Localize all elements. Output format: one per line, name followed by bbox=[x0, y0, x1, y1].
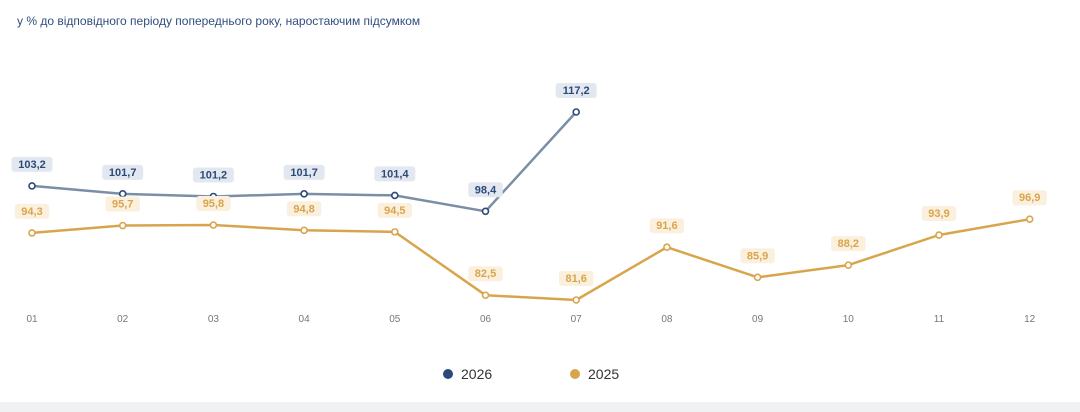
data-label-bg-2025-08 bbox=[649, 218, 685, 234]
legend-marker-2026 bbox=[443, 369, 453, 379]
data-label-bg-2025-02 bbox=[105, 196, 140, 212]
series-line-2025 bbox=[30, 217, 1031, 302]
data-label-2025-04: 94,8 bbox=[293, 203, 314, 215]
x-tick-label-05: 05 bbox=[389, 314, 401, 325]
data-point-2026-01 bbox=[28, 182, 36, 190]
data-label-2026-03: 101,2 bbox=[200, 170, 228, 182]
x-tick-label-03: 03 bbox=[208, 314, 220, 325]
x-tick-label-09: 09 bbox=[752, 314, 764, 325]
legend-marker-2025 bbox=[570, 369, 580, 379]
legend-item-2026[interactable]: 2026 bbox=[443, 362, 492, 386]
data-point-2025-10 bbox=[844, 261, 853, 269]
data-label-2025-10: 88,2 bbox=[838, 238, 859, 250]
data-label-2025-09: 85,9 bbox=[747, 250, 768, 262]
data-label-bg-2025-07 bbox=[559, 271, 594, 286]
data-label-bg-2025-03 bbox=[196, 196, 231, 211]
x-tick-label-11: 11 bbox=[934, 314, 945, 325]
data-label-2025-11: 93,9 bbox=[928, 208, 949, 220]
data-label-2025-08: 91,6 bbox=[656, 220, 677, 232]
legend-label-2025: 2025 bbox=[588, 366, 620, 382]
x-tick-label-08: 08 bbox=[661, 314, 673, 325]
data-point-2025-07 bbox=[572, 296, 581, 304]
data-point-2025-01 bbox=[28, 229, 36, 237]
data-label-bg-2025-04 bbox=[286, 201, 322, 217]
data-label-2026-06: 98,4 bbox=[475, 184, 497, 196]
data-point-2025-08 bbox=[663, 243, 671, 251]
data-label-bg-2026-03 bbox=[192, 167, 234, 183]
data-label-2025-12: 96,9 bbox=[1019, 192, 1040, 204]
data-point-2025-03 bbox=[209, 221, 218, 229]
data-label-bg-2026-05 bbox=[374, 166, 416, 182]
data-label-bg-2025-06 bbox=[468, 266, 503, 282]
data-label-2025-01: 94,3 bbox=[21, 206, 42, 218]
data-point-2026-05 bbox=[390, 191, 399, 200]
data-label-2025-05: 94,5 bbox=[384, 205, 405, 217]
data-label-bg-2026-01 bbox=[11, 156, 53, 172]
footer-strip bbox=[0, 402, 1080, 412]
legend-item-2025[interactable]: 2025 bbox=[570, 362, 619, 386]
data-point-2026-06 bbox=[481, 207, 490, 216]
x-tick-label-12: 12 bbox=[1024, 314, 1036, 325]
data-label-2026-04: 101,7 bbox=[290, 167, 318, 179]
data-label-bg-2025-12 bbox=[1012, 190, 1047, 206]
data-label-2025-07: 81,6 bbox=[565, 273, 586, 285]
chart-subtitle: у % до відповідного періоду попереднього… bbox=[17, 14, 421, 28]
data-label-bg-2025-01 bbox=[14, 203, 50, 219]
data-label-bg-2026-07 bbox=[555, 83, 597, 98]
chart-legend: 2026 2025 bbox=[0, 362, 1080, 386]
data-point-2025-06 bbox=[481, 291, 490, 300]
x-tick-label-06: 06 bbox=[480, 314, 492, 325]
x-tick-label-02: 02 bbox=[117, 314, 129, 325]
data-label-2026-07: 117,2 bbox=[563, 85, 590, 97]
data-point-2026-07 bbox=[572, 108, 581, 116]
x-tick-label-10: 10 bbox=[843, 314, 855, 325]
data-point-2025-04 bbox=[300, 226, 308, 235]
data-point-2025-12 bbox=[1025, 215, 1034, 224]
data-point-2026-04 bbox=[300, 190, 308, 198]
data-label-2025-02: 95,7 bbox=[112, 199, 133, 211]
x-tick-label-01: 01 bbox=[26, 314, 38, 325]
legend-label-2026: 2026 bbox=[461, 366, 493, 382]
x-tick-label-07: 07 bbox=[571, 314, 583, 325]
data-label-bg-2026-06 bbox=[468, 182, 503, 198]
data-label-bg-2026-04 bbox=[283, 164, 325, 180]
data-label-bg-2025-05 bbox=[377, 202, 412, 218]
data-label-bg-2025-09 bbox=[740, 248, 775, 264]
data-label-2026-05: 101,4 bbox=[381, 168, 409, 180]
data-label-2025-06: 82,5 bbox=[475, 268, 496, 280]
data-label-bg-2026-02 bbox=[102, 164, 144, 180]
data-label-bg-2025-11 bbox=[921, 206, 957, 221]
data-point-2025-05 bbox=[390, 228, 399, 236]
data-label-bg-2025-10 bbox=[831, 236, 866, 252]
data-point-2025-02 bbox=[118, 221, 127, 230]
data-label-2026-01: 103,2 bbox=[18, 159, 46, 171]
data-point-2025-11 bbox=[935, 231, 943, 239]
data-point-2026-02 bbox=[118, 190, 127, 198]
x-tick-label-04: 04 bbox=[299, 314, 311, 325]
data-label-2025-03: 95,8 bbox=[203, 198, 224, 210]
data-point-2025-09 bbox=[753, 273, 762, 282]
data-label-2026-02: 101,7 bbox=[109, 167, 137, 179]
